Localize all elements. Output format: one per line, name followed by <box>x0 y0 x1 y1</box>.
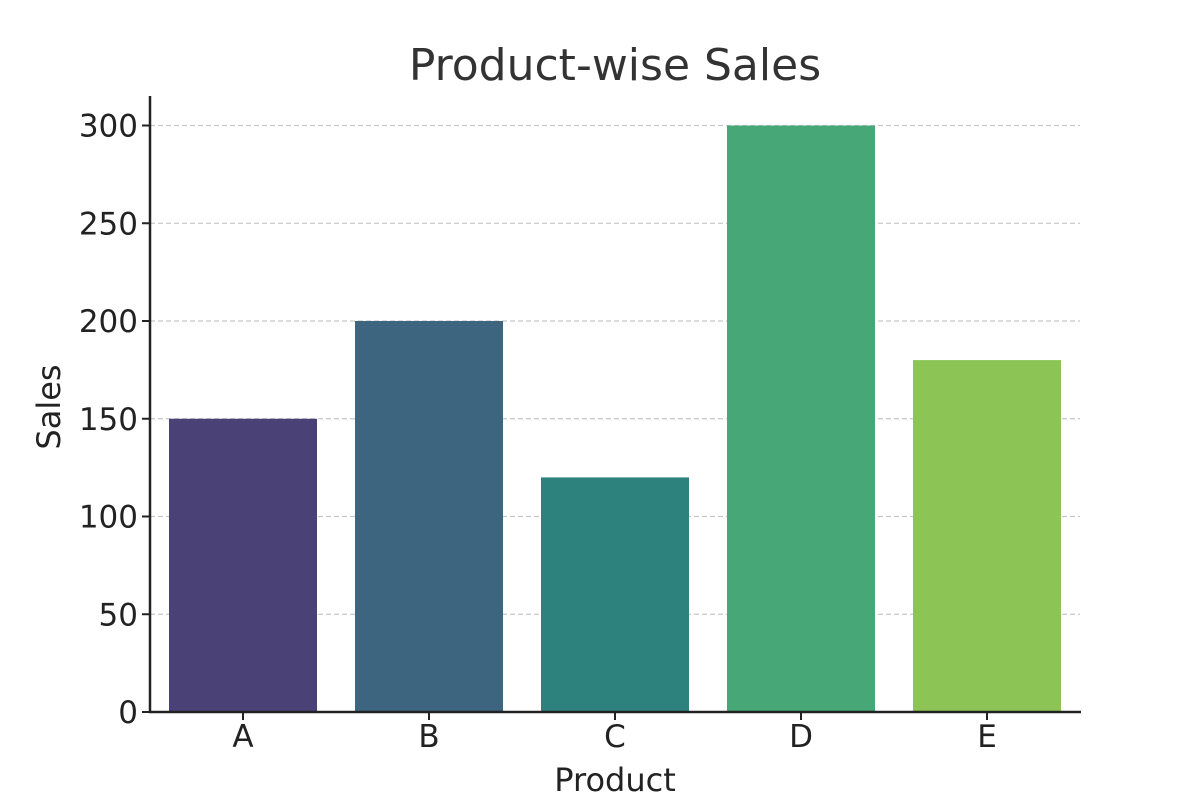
x-tick-label-b: B <box>418 719 439 755</box>
x-axis-label: Product <box>554 761 676 799</box>
y-tick-label-50: 50 <box>99 597 138 633</box>
bars <box>169 125 1061 712</box>
x-tick-label-d: D <box>789 719 813 755</box>
x-tick-label-e: E <box>977 719 997 755</box>
y-tick-label-0: 0 <box>118 695 138 731</box>
bar-c <box>541 477 689 712</box>
chart-title: Product-wise Sales <box>409 40 821 91</box>
y-tick-label-300: 300 <box>79 109 138 145</box>
x-tick-label-c: C <box>604 719 626 755</box>
bar-a <box>169 418 317 712</box>
y-tick-label-100: 100 <box>79 500 138 536</box>
y-tick-label-250: 250 <box>79 206 138 242</box>
bar-b <box>355 321 503 712</box>
y-ticks: 0 50 100 150 200 250 300 <box>79 109 150 731</box>
y-tick-label-200: 200 <box>79 304 138 340</box>
bar-d <box>727 125 875 712</box>
bar-e <box>913 360 1061 712</box>
y-axis-label: Sales <box>30 364 68 449</box>
x-tick-label-a: A <box>232 719 253 755</box>
x-ticks: A B C D E <box>232 712 997 755</box>
y-tick-label-150: 150 <box>79 402 138 438</box>
